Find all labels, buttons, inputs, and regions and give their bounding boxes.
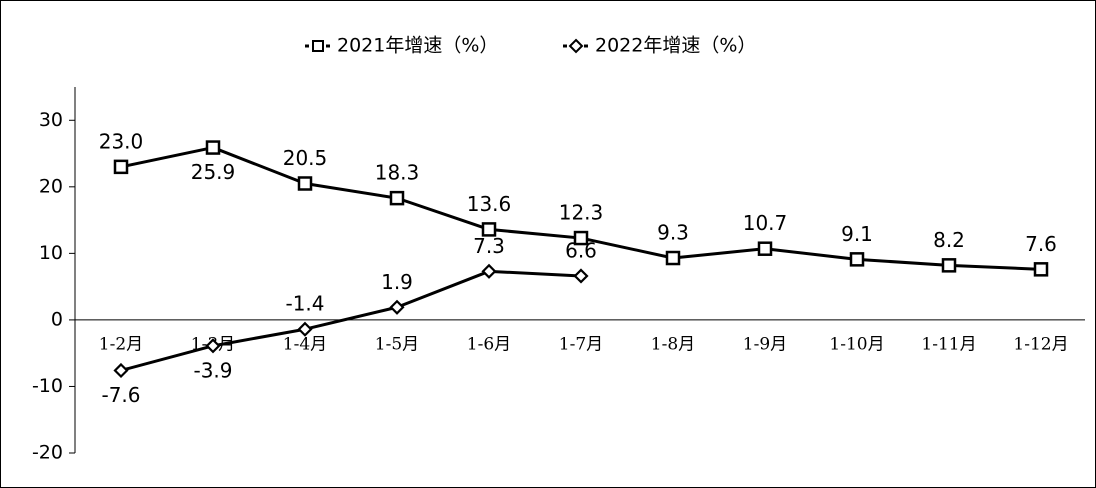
marker <box>297 176 313 191</box>
marker <box>481 263 497 279</box>
marker <box>849 252 865 267</box>
data-label: 6.6 <box>565 238 597 262</box>
data-label: 10.7 <box>743 211 788 235</box>
data-label: 13.6 <box>467 192 512 216</box>
legend-label: 2022年增速（%） <box>595 35 756 57</box>
y-tick-label: 10 <box>39 242 63 264</box>
data-label: 8.2 <box>933 228 965 252</box>
marker <box>573 268 589 284</box>
data-label: 9.3 <box>657 221 689 245</box>
series-line <box>120 269 582 372</box>
marker <box>297 321 313 337</box>
y-tick-label: -10 <box>32 375 63 397</box>
y-tick-label: 30 <box>39 109 63 131</box>
legend-marker <box>568 38 584 54</box>
data-label: 25.9 <box>191 160 236 184</box>
marker <box>205 140 221 155</box>
data-label: 20.5 <box>283 146 328 170</box>
x-tick-label: 1-4月 <box>283 334 327 354</box>
marker <box>941 258 957 273</box>
marker <box>573 230 589 246</box>
data-label: 23.0 <box>99 129 144 153</box>
marker <box>665 250 681 266</box>
data-label: -1.4 <box>285 292 324 316</box>
y-tick-label: 0 <box>51 308 63 330</box>
marker <box>113 362 129 379</box>
x-tick-label: 1-7月 <box>559 334 603 354</box>
x-tick-label: 1-10月 <box>829 334 884 354</box>
marker <box>389 299 405 315</box>
data-label: 9.1 <box>841 222 873 246</box>
data-label: 7.3 <box>473 234 505 258</box>
marker <box>389 190 405 206</box>
marker <box>481 222 497 237</box>
x-tick-label: 1-5月 <box>375 334 419 354</box>
data-label: 12.3 <box>559 201 604 225</box>
marker <box>757 241 773 256</box>
y-tick-label: -20 <box>32 442 63 464</box>
legend-label: 2021年增速（%） <box>337 35 498 57</box>
x-tick-label: 1-8月 <box>651 334 695 354</box>
data-label: -7.6 <box>101 383 140 407</box>
x-tick-label: 1-2月 <box>99 334 143 354</box>
marker <box>205 338 221 354</box>
x-tick-label: 1-11月 <box>921 334 976 354</box>
x-tick-label: 1-6月 <box>467 334 511 354</box>
x-tick-label: 1-9月 <box>743 334 787 354</box>
marker <box>113 159 129 175</box>
legend-marker <box>312 40 324 52</box>
data-label: -3.9 <box>193 358 232 382</box>
data-label: 1.9 <box>381 270 413 294</box>
y-tick-label: 20 <box>39 175 63 197</box>
marker <box>1033 262 1049 277</box>
data-label: 18.3 <box>375 161 420 185</box>
data-label: 7.6 <box>1025 232 1057 256</box>
x-tick-label: 1-12月 <box>1013 334 1068 354</box>
